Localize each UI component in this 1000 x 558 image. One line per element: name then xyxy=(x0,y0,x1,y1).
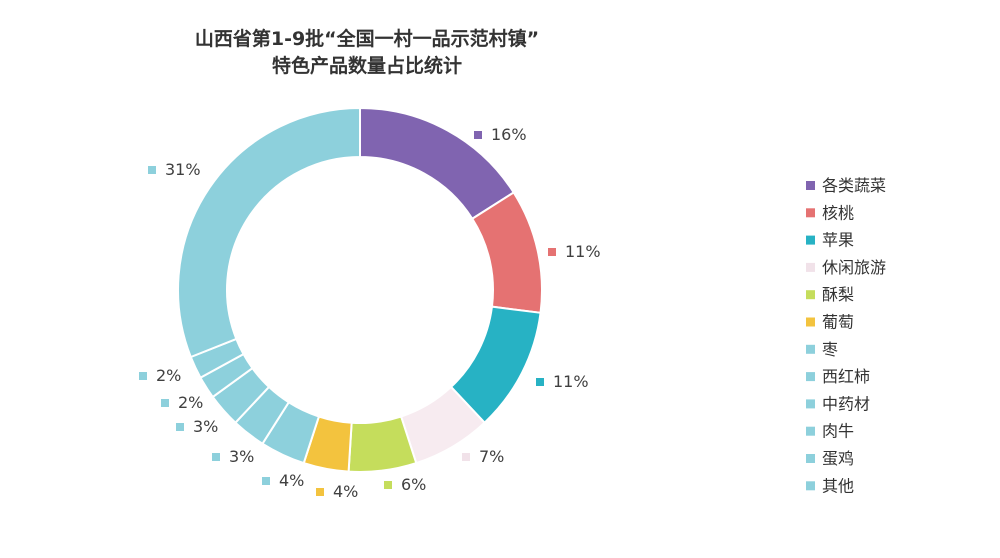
legend-marker-1 xyxy=(806,181,815,190)
pct-label-1: 16% xyxy=(491,125,527,144)
legend-label-5: 酥梨 xyxy=(822,285,854,304)
chart-title-line-2: 特色产品数量占比统计 xyxy=(272,54,462,77)
pct-label-8: 3% xyxy=(229,447,254,466)
pct-label-marker-8 xyxy=(212,453,220,461)
legend-marker-6 xyxy=(806,317,815,327)
legend-marker-8 xyxy=(806,372,815,382)
legend-marker-12 xyxy=(806,481,815,491)
pct-label-marker-2 xyxy=(548,248,556,256)
pct-label-marker-7 xyxy=(262,477,270,485)
legend-label-11: 蛋鸡 xyxy=(822,449,854,468)
legend-label-3: 苹果 xyxy=(822,231,854,250)
legend-marker-4 xyxy=(806,262,815,272)
donut-slices xyxy=(177,106,543,473)
legend-label-12: 其他 xyxy=(822,476,854,495)
chart-title-line-1: 山西省第1-9批“全国一村一品示范村镇” xyxy=(195,27,539,50)
legend-marker-2 xyxy=(806,208,815,218)
legend-label-2: 核桃 xyxy=(822,203,854,222)
pct-label-10: 2% xyxy=(178,393,203,412)
legend-label-4: 休闲旅游 xyxy=(822,258,886,277)
pct-label-7: 4% xyxy=(279,471,304,490)
pct-label-marker-6 xyxy=(316,488,324,496)
pct-label-3: 11% xyxy=(553,372,589,391)
donut-slice-12 xyxy=(177,106,361,359)
legend-label-9: 中药材 xyxy=(822,394,870,413)
pct-label-12: 31% xyxy=(165,160,201,179)
pct-label-2: 11% xyxy=(565,242,601,261)
pct-label-4: 7% xyxy=(479,447,504,466)
legend-marker-9 xyxy=(806,399,815,409)
legend-label-8: 西红柿 xyxy=(822,367,870,386)
pct-label-9: 3% xyxy=(193,417,218,436)
legend-label-6: 葡萄 xyxy=(822,313,854,332)
legend-marker-11 xyxy=(806,454,815,463)
legend-label-10: 肉牛 xyxy=(822,422,854,441)
legend-label-1: 各类蔬菜 xyxy=(822,176,886,195)
pct-label-marker-3 xyxy=(536,378,544,386)
percentage-labels: 16% 11% 11% 7% 6% 4% 4% 3% 3% 2% 2% 31% xyxy=(139,125,601,501)
legend-marker-3 xyxy=(806,235,815,245)
legend-marker-10 xyxy=(806,426,815,436)
pct-label-5: 6% xyxy=(401,475,426,494)
pct-label-marker-9 xyxy=(176,423,184,431)
pct-label-marker-4 xyxy=(462,453,470,461)
legend-marker-5 xyxy=(806,290,815,300)
pct-label-marker-5 xyxy=(384,481,392,489)
pct-label-marker-10 xyxy=(161,399,169,407)
pct-label-6: 4% xyxy=(333,482,358,501)
pct-label-marker-11 xyxy=(139,372,147,380)
legend-label-7: 枣 xyxy=(822,340,838,359)
pct-label-marker-12 xyxy=(148,166,156,174)
legend-marker-7 xyxy=(806,344,815,354)
pct-label-marker-1 xyxy=(474,131,482,139)
pct-label-11: 2% xyxy=(156,366,181,385)
